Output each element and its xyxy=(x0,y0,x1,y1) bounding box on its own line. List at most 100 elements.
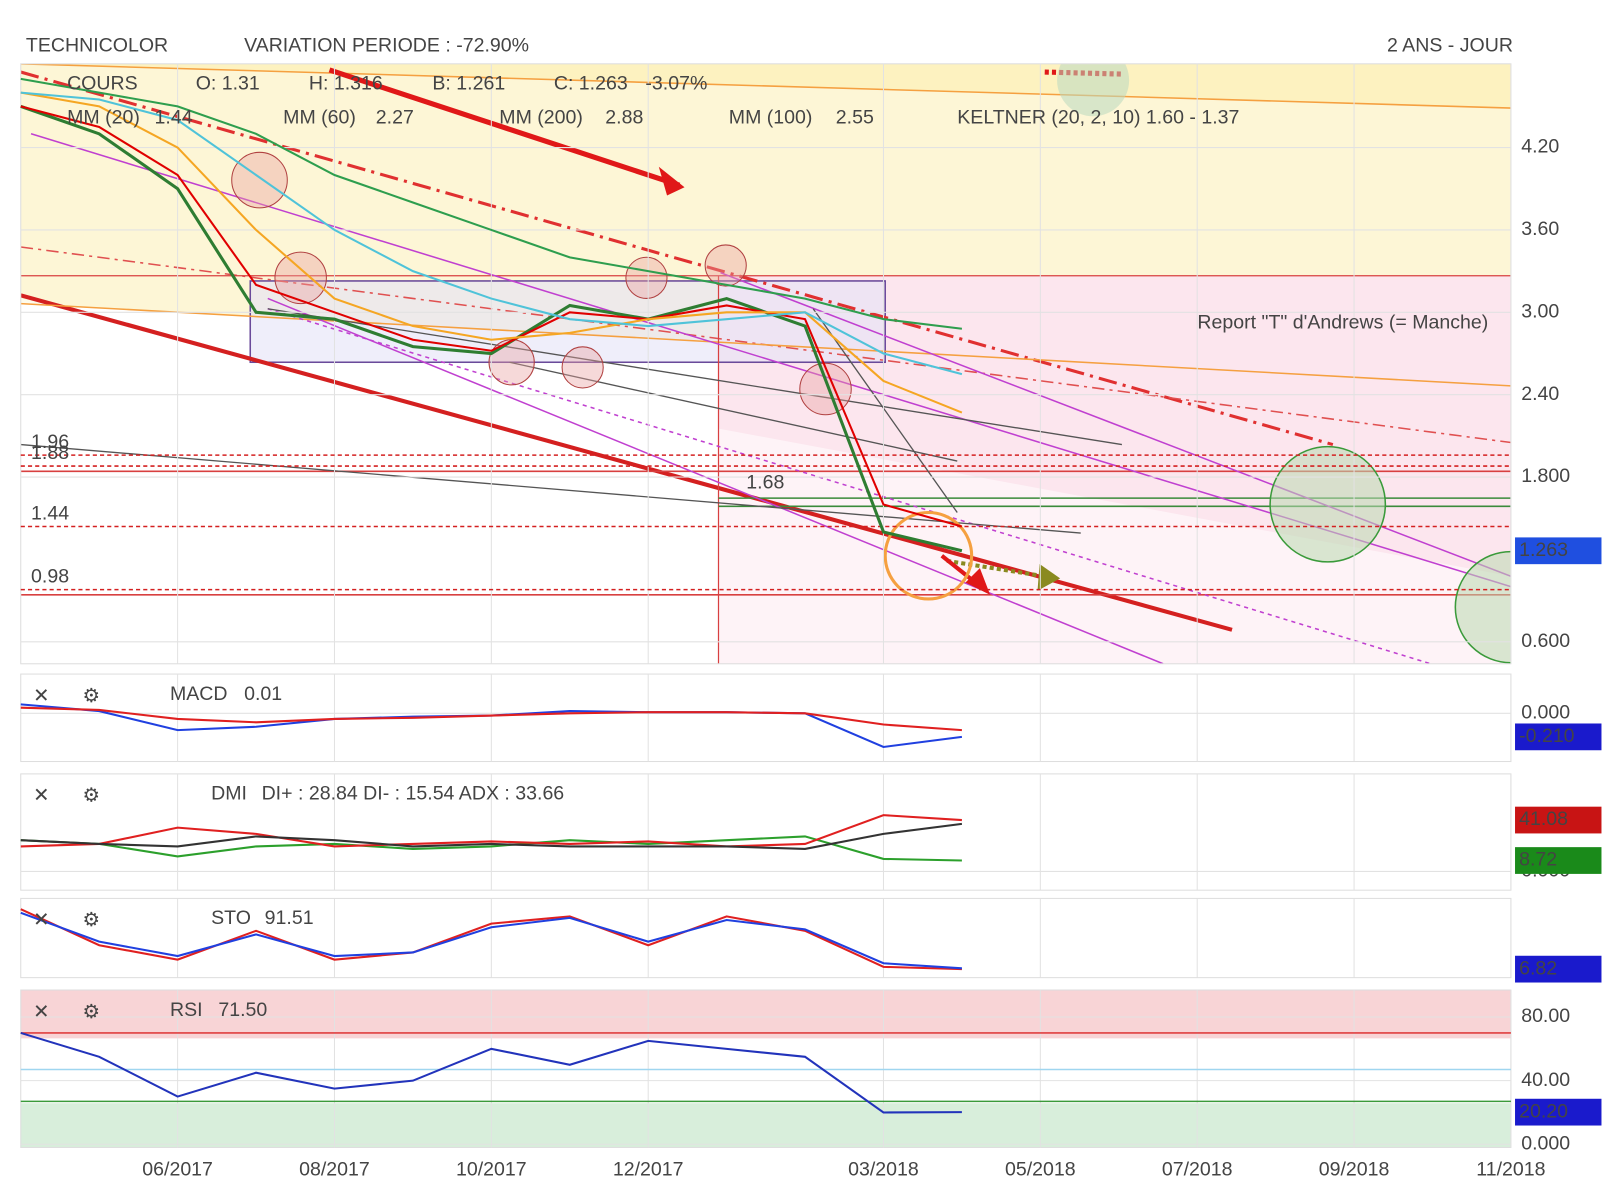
panel-title: MACD xyxy=(170,683,228,705)
arrow-head xyxy=(965,568,991,595)
x-tick-label: 05/2018 xyxy=(1005,1158,1076,1180)
panel-icon: ⚙ xyxy=(83,685,101,707)
series-line xyxy=(20,835,962,862)
panel-title-value: DI+ : 28.84 DI- : 15.54 ADX : 33.66 xyxy=(262,783,565,805)
legend-value: 2.55 xyxy=(836,107,874,129)
x-tick-label: 12/2017 xyxy=(613,1158,684,1180)
price-marker xyxy=(1515,723,1602,751)
legend-entry: MM (60) xyxy=(283,107,356,129)
x-tick-label: 10/2017 xyxy=(456,1158,527,1180)
annotation: 1.68 xyxy=(746,471,784,493)
panel-icon: ✕ xyxy=(33,785,49,807)
target-circle xyxy=(1269,445,1387,563)
drawings xyxy=(20,63,1511,664)
quote: H: 1.316 xyxy=(309,73,383,95)
channel-line xyxy=(267,307,1431,664)
channel-line xyxy=(267,297,1164,664)
target-circle xyxy=(1057,63,1130,117)
annotation: Report "T" d'Andrews (= Manche) xyxy=(1197,311,1488,333)
panel-title-value: 71.50 xyxy=(218,999,267,1021)
price-marker xyxy=(1515,955,1602,983)
price-marker xyxy=(1515,537,1602,565)
panel-icon: ⚙ xyxy=(83,785,101,807)
legend-entry: MM (200) xyxy=(499,107,583,129)
series-line xyxy=(20,908,962,971)
panel-title-value: 0.01 xyxy=(244,683,282,705)
zone-lower xyxy=(20,298,1511,664)
price-marker-label: 1.263 xyxy=(1519,539,1568,561)
channel-line xyxy=(812,308,958,513)
x-tick-label: 09/2018 xyxy=(1319,1158,1390,1180)
level-label: 1.88 xyxy=(31,442,69,464)
panel-icon: ⚙ xyxy=(83,1001,101,1023)
x-tick-label: 08/2017 xyxy=(299,1158,370,1180)
panel-icon: ✕ xyxy=(33,1001,49,1023)
legend-entry: MM (20) xyxy=(67,107,140,129)
period: 2 ANS - JOUR xyxy=(1387,34,1513,56)
quote: O: 1.31 xyxy=(196,73,260,95)
pivot-circle xyxy=(704,244,747,287)
pivot-circle xyxy=(488,339,535,386)
level-label: 1.44 xyxy=(31,502,69,524)
y-tick-label: 0.000 xyxy=(1521,1132,1570,1154)
panel-icon: ⚙ xyxy=(83,909,101,931)
x-tick-label: 06/2017 xyxy=(142,1158,213,1180)
panel-title-value: 91.51 xyxy=(265,907,314,929)
arrow-head xyxy=(1037,563,1061,591)
series-line xyxy=(20,911,962,970)
series-line xyxy=(20,814,962,848)
channel-line xyxy=(30,133,1511,588)
pivot-circle xyxy=(799,362,852,416)
x-tick-label: 03/2018 xyxy=(848,1158,919,1180)
pivot-circle xyxy=(625,256,668,299)
y-tick-label: 0.600 xyxy=(1521,630,1570,652)
rsi-overbought-zone xyxy=(20,990,1511,1039)
y-tick-label: 80.00 xyxy=(1521,1005,1570,1027)
symbol: TECHNICOLOR xyxy=(26,34,168,56)
price-marker-label: 6.82 xyxy=(1519,957,1557,979)
variation: VARIATION PERIODE : -72.90% xyxy=(244,34,529,56)
level-label: 1.96 xyxy=(31,431,69,453)
price-marker-label: 20.20 xyxy=(1519,1100,1568,1122)
price-marker-label: 41.08 xyxy=(1519,808,1568,830)
series-line xyxy=(20,822,963,850)
quote: B: 1.261 xyxy=(432,73,505,95)
channel-line xyxy=(267,308,1123,446)
legend-value: 2.27 xyxy=(376,107,414,129)
rsi-zones xyxy=(20,990,1511,1148)
pivot-circle xyxy=(231,151,288,209)
level-label: 0.98 xyxy=(31,565,69,587)
series-line xyxy=(20,1031,962,1114)
y-tick-label: 4.20 xyxy=(1521,136,1559,158)
trend-line xyxy=(20,70,1334,447)
y-tick-label: 3.00 xyxy=(1521,300,1559,322)
y-tick-label: 2.40 xyxy=(1521,383,1559,405)
price-marker xyxy=(1515,847,1602,874)
legend-value: 1.44 xyxy=(155,107,193,129)
series-line xyxy=(20,91,963,376)
channel-line xyxy=(509,361,958,462)
price-marker xyxy=(1515,1098,1602,1126)
x-tick-label: 11/2018 xyxy=(1476,1158,1545,1180)
legend-entry: KELTNER (20, 2, 10) 1.60 - 1.37 xyxy=(957,107,1239,129)
panel-icon: ✕ xyxy=(33,685,49,707)
legend-entry: COURS xyxy=(67,73,138,95)
trend-line xyxy=(20,293,1233,632)
backgrounds xyxy=(20,63,1511,664)
price-marker-label: -0.210 xyxy=(1519,725,1575,747)
x-tick-label: 07/2018 xyxy=(1162,1158,1233,1180)
target-circle xyxy=(1454,550,1511,664)
rsi-oversold-zone xyxy=(20,1103,1511,1148)
series-line xyxy=(20,104,963,553)
pivot-circle xyxy=(274,251,327,305)
arrow-head xyxy=(658,166,685,196)
trend-line xyxy=(20,63,1511,109)
panel-title: STO xyxy=(211,907,251,929)
panel-title: DMI xyxy=(211,783,247,805)
y-tick-label: 1.800 xyxy=(1521,465,1570,487)
arrow xyxy=(328,67,681,188)
pivot-circle xyxy=(561,346,604,389)
price-marker-label: 8.72 xyxy=(1519,849,1557,871)
quote: C: 1.263 xyxy=(554,73,628,95)
